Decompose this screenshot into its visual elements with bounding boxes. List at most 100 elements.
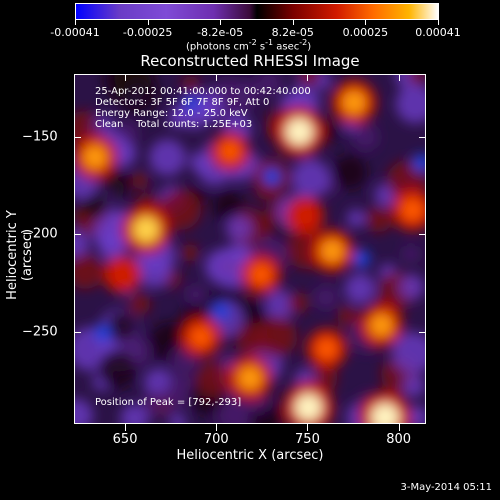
colorbar-tick-label: 0.00025: [342, 26, 389, 39]
heatmap-texture-cell: [149, 138, 186, 176]
heatmap-coldspot: [211, 302, 230, 321]
y-axis-label: Heliocentric Y (arcsec): [5, 210, 35, 300]
chart-title: Reconstructed RHESSI Image: [140, 52, 360, 70]
x-tick-label: 800: [386, 432, 412, 447]
heatmap-texture-cell: [287, 292, 309, 314]
heatmap-hotspot: [285, 118, 313, 146]
heatmap-texture-cell: [180, 243, 199, 262]
heatmap-texture-cell: [314, 285, 338, 310]
heatmap-hotspot: [370, 313, 393, 337]
heatmap-hotspot: [133, 216, 160, 243]
heatmap-texture-cell: [402, 245, 420, 263]
colorbar-tick-mark: [75, 20, 76, 25]
heatmap-texture-cell: [365, 205, 392, 233]
heatmap-texture-cell: [97, 349, 137, 389]
heatmap-hotspot: [295, 206, 315, 226]
heatmap-hotspot: [190, 326, 212, 348]
colorbar-units: (photons cm-2 s-1 asec-2): [186, 38, 312, 53]
heatmap-texture-cell: [103, 75, 141, 98]
heatmap-texture-cell: [395, 84, 425, 124]
colorbar: [75, 3, 439, 20]
heatmap-texture-cell: [265, 290, 296, 320]
y-tick-mark: [74, 332, 81, 334]
heatmap-hotspot: [320, 239, 344, 263]
heatmap-texture-cell: [137, 255, 171, 289]
heatmap-texture-cell: [332, 154, 368, 190]
y-tick-mark: [74, 136, 81, 138]
heatmap-hotspot: [220, 141, 240, 162]
heatmap-texture-cell: [321, 120, 342, 141]
annotation-peak-position: Position of Peak = [792,-293]: [95, 397, 242, 408]
heatmap-texture-cell: [402, 374, 425, 398]
y-tick-mark: [74, 234, 81, 236]
heatmap-texture-cell: [213, 190, 245, 222]
annotation-clean-counts: Clean Total counts: 1.25E+03: [95, 119, 253, 130]
colorbar-tick-mark: [292, 20, 294, 25]
heatmap-texture-cell: [167, 108, 188, 128]
heatmap-hotspot: [83, 145, 107, 169]
heatmap-hotspot: [401, 199, 424, 221]
y-tick-mark-right: [419, 136, 426, 138]
x-tick-mark-top: [125, 74, 127, 81]
colorbar-tick-label: -0.00025: [122, 26, 173, 39]
heatmap-texture-cell: [120, 403, 149, 423]
heatmap-texture-cell: [75, 230, 90, 259]
x-tick-mark: [398, 424, 400, 431]
heatmap-texture-cell: [169, 414, 187, 423]
heatmap-coldspot: [412, 153, 425, 172]
heatmap-texture-cell: [131, 172, 149, 190]
colorbar-tick-mark: [147, 20, 149, 25]
heatmap-hotspot: [238, 366, 262, 390]
y-tick-label: −250: [22, 324, 58, 340]
heatmap-texture-cell: [181, 75, 200, 94]
heatmap-hotspot: [371, 403, 400, 423]
x-tick-mark: [307, 424, 309, 431]
x-tick-mark: [216, 424, 218, 431]
x-tick-label: 700: [203, 432, 229, 447]
x-tick-mark-top: [398, 74, 400, 81]
annotation-energy-range: Energy Range: 12.0 - 25.0 keV: [95, 108, 248, 119]
colorbar-tick-mark: [365, 20, 367, 25]
colorbar-tick-label: 0.00041: [415, 26, 461, 39]
heatmap-hotspot: [250, 264, 272, 285]
timestamp-footer: 3-May-2014 05:11: [400, 482, 492, 493]
colorbar-tick-label: -8.2e-05: [197, 26, 244, 39]
colorbar-tick-mark: [220, 20, 222, 25]
heatmap-texture-cell: [75, 253, 104, 290]
x-axis-label: Heliocentric X (arcsec): [176, 448, 324, 463]
heatmap-hotspot: [294, 393, 323, 421]
heatmap-texture-cell: [337, 305, 359, 327]
y-tick-mark-right: [419, 332, 426, 334]
x-tick-mark-top: [216, 74, 218, 81]
heatmap-texture-cell: [256, 75, 282, 96]
annotation-detectors: Detectors: 3F 5F 6F 7F 8F 9F, Att 0: [95, 97, 270, 108]
x-tick-label: 650: [112, 432, 138, 447]
heatmap-texture-cell: [105, 310, 139, 344]
heatmap-texture-cell: [346, 209, 366, 228]
heatmap-coldspot: [262, 167, 281, 186]
heatmap-texture-cell: [344, 273, 376, 305]
heatmap-hotspot: [316, 338, 338, 360]
heatmap-hotspot: [112, 264, 132, 284]
heatmap-texture-cell: [195, 361, 232, 398]
colorbar-tick-label: 8.2e-05: [271, 26, 314, 39]
heatmap-texture-cell: [291, 158, 331, 198]
x-tick-mark: [125, 424, 127, 431]
heatmap-texture-cell: [408, 75, 425, 87]
heatmap-coldspot: [182, 93, 201, 112]
heatmap-texture-cell: [352, 124, 379, 150]
heatmap-texture-cell: [298, 75, 321, 87]
heatmap-texture-cell: [102, 169, 131, 198]
heatmap-texture-cell: [186, 285, 206, 304]
annotation-time-range: 25-Apr-2012 00:41:00.000 to 00:42:40.000: [95, 86, 311, 97]
heatmap-texture-cell: [398, 274, 425, 300]
x-tick-mark-top: [307, 74, 309, 81]
heatmap-texture-cell: [159, 188, 202, 231]
y-tick-label: −150: [22, 129, 58, 145]
y-tick-label: −200: [22, 226, 58, 242]
heatmap-plot-area: 25-Apr-2012 00:41:00.000 to 00:42:40.000…: [74, 74, 426, 424]
y-tick-mark-right: [419, 234, 426, 236]
heatmap-texture-cell: [141, 390, 168, 417]
heatmap-texture-cell: [128, 292, 151, 316]
colorbar-tick-label: -0.00041: [50, 26, 100, 39]
